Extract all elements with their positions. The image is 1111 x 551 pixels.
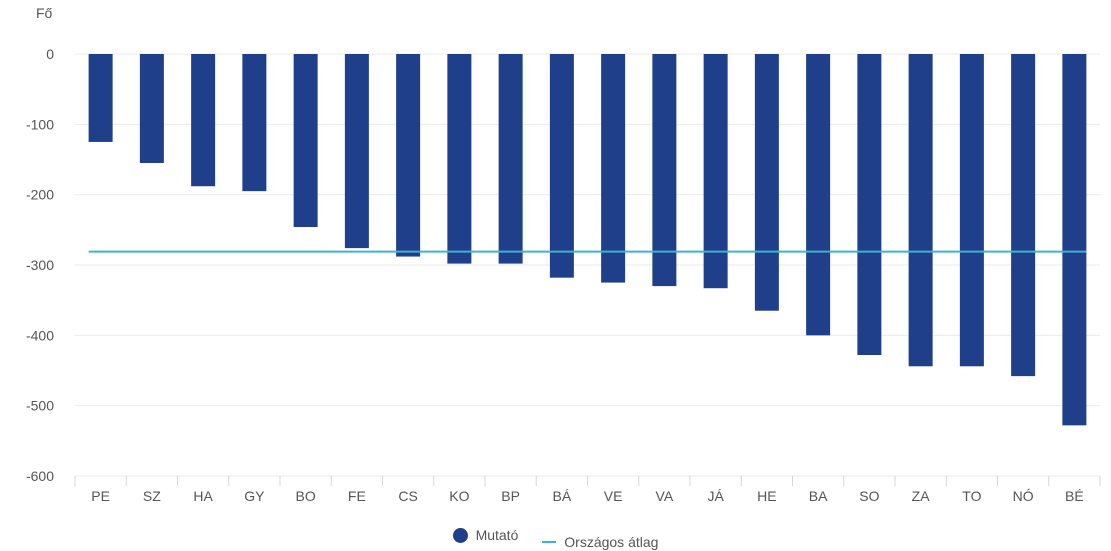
bar-za[interactable] [908, 54, 933, 367]
x-tick-label: NÓ [1013, 488, 1034, 504]
x-tick-label: JÁ [707, 488, 724, 504]
legend: Mutató Országos átlag [0, 527, 1111, 550]
bar-cs[interactable] [396, 54, 421, 257]
legend-item-orszagos-atlag[interactable]: Országos átlag [542, 534, 658, 550]
bar-bo[interactable] [293, 54, 318, 228]
y-tick-label: -300 [26, 257, 54, 273]
x-tick-label: SO [859, 488, 879, 504]
legend-dot-icon [452, 527, 468, 543]
bars [88, 54, 1087, 426]
x-axis-ticks: PE SZ HA GY BO FE CS KO BP BÁ VE VA JÁ HE BA SO ZA TO NÓ BÉ [74, 476, 1101, 504]
bar-ve[interactable] [601, 54, 626, 283]
bar-va[interactable] [652, 54, 677, 287]
bar-nó[interactable] [1011, 54, 1036, 377]
legend-item-mutato[interactable]: Mutató [452, 527, 519, 543]
legend-line-icon [542, 540, 557, 543]
x-tick-label: TO [962, 488, 981, 504]
y-tick-label: -600 [26, 468, 54, 484]
bar-to[interactable] [959, 54, 984, 367]
gridlines [75, 53, 1100, 477]
bar-já[interactable] [703, 54, 728, 289]
bar-ko[interactable] [447, 54, 472, 264]
x-tick-label: ZA [912, 488, 931, 504]
legend-label-orszagos-atlag: Országos átlag [564, 533, 659, 550]
y-tick-label: -400 [26, 327, 54, 343]
x-tick-label: HE [757, 488, 776, 504]
x-tick-label: BÉ [1065, 488, 1084, 504]
x-tick-label: HA [193, 488, 213, 504]
x-tick-label: PE [91, 488, 110, 504]
bar-ha[interactable] [191, 54, 216, 187]
y-tick-label: 0 [46, 46, 54, 62]
bar-so[interactable] [857, 54, 882, 356]
x-tick-label: FE [348, 488, 366, 504]
bar-gy[interactable] [242, 54, 267, 192]
bar-bé[interactable] [1062, 54, 1087, 426]
y-tick-label: -200 [26, 187, 54, 203]
y-axis-unit-label: Fő [36, 5, 53, 21]
x-tick-label: BÁ [553, 488, 572, 504]
y-tick-label: -100 [26, 116, 54, 132]
y-tick-label: -500 [26, 398, 54, 414]
x-tick-label: GY [244, 488, 265, 504]
x-tick-label: BO [296, 488, 316, 504]
bar-he[interactable] [754, 54, 779, 311]
bar-bp[interactable] [498, 54, 523, 264]
bar-pe[interactable] [88, 54, 113, 142]
bar-chart: Fő 0 -100 -200 -300 -400 -500 -600 PE SZ HA GY BO F… [26, 5, 1101, 504]
bar-fe[interactable] [344, 54, 369, 249]
bar-bá[interactable] [549, 54, 574, 278]
x-tick-label: VA [656, 488, 674, 504]
x-tick-label: VE [604, 488, 623, 504]
x-tick-label: BA [809, 488, 828, 504]
bar-ba[interactable] [806, 54, 831, 336]
x-tick-label: CS [398, 488, 417, 504]
legend-label-mutato: Mutató [475, 527, 519, 543]
x-tick-label: SZ [143, 488, 161, 504]
y-axis-ticks: 0 -100 -200 -300 -400 -500 -600 [26, 46, 54, 484]
x-tick-label: BP [501, 488, 520, 504]
bar-sz[interactable] [139, 54, 164, 164]
x-tick-label: KO [449, 488, 469, 504]
